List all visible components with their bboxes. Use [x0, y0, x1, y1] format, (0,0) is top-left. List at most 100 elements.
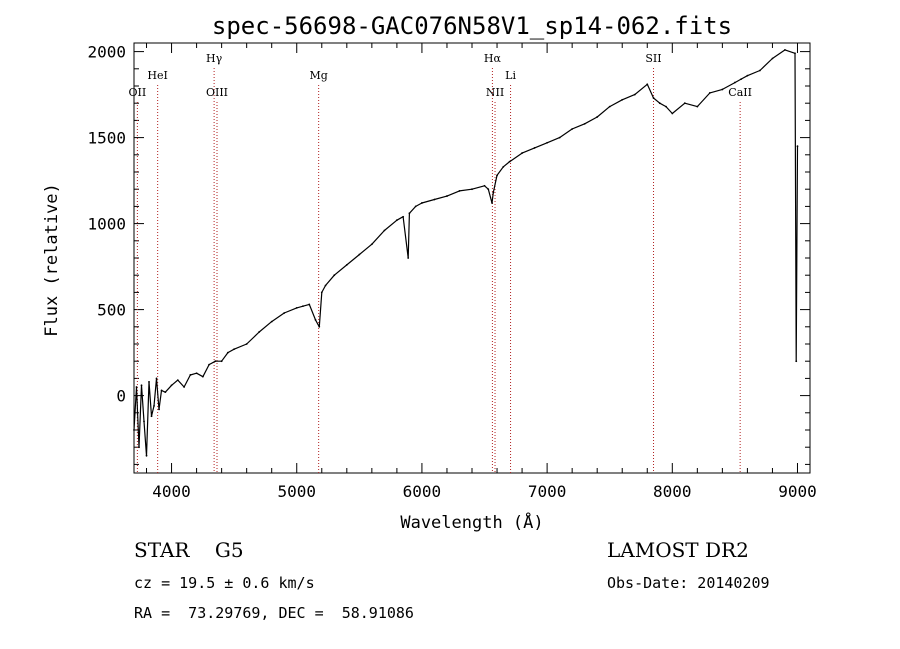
x-axis-label: Wavelength (Å) [400, 511, 543, 533]
x-tick-label: 4000 [152, 482, 191, 501]
spectrum-point [721, 88, 724, 91]
x-tick-label: 6000 [403, 482, 442, 501]
coordinates-text: RA = 73.29769, DEC = 58.91086 [134, 604, 414, 622]
spectrum-point [458, 190, 461, 192]
spectral-line-label: Hγ [206, 52, 223, 65]
spectrum-line [133, 49, 799, 457]
spectrum-point [796, 145, 799, 148]
spectrum-point [708, 91, 711, 94]
spectrum-point [233, 348, 236, 351]
spectrum-point [571, 128, 574, 130]
spectral-line-label: CaII [728, 86, 752, 99]
spectrum-point [214, 360, 217, 363]
plot-border [133, 42, 811, 474]
spectrum-point [521, 152, 523, 154]
x-axis: 4000 5000 6000 7000 8000 9000 [146, 43, 817, 501]
spectrum-point [143, 420, 145, 423]
spectrum-point [671, 112, 674, 115]
spectrum-point [487, 188, 490, 191]
chart-title: spec-56698-GAC076N58V1_sp14-062.fits [212, 12, 732, 40]
y-tick-label: 500 [97, 301, 126, 320]
spectrum-point [608, 105, 611, 108]
spectrum-point [496, 174, 498, 177]
spectral-line-label: SII [645, 52, 661, 65]
spectrum-point [471, 188, 473, 191]
spectrum-point [771, 57, 774, 60]
spectrum-point [370, 243, 373, 246]
spectral-line-label: OII [129, 86, 147, 99]
spectrum-point [150, 415, 153, 418]
spectrum-point [546, 141, 549, 144]
spectrum-point [324, 284, 327, 287]
spectrum-point [433, 198, 436, 201]
spectrum-point [408, 212, 411, 215]
y-axis: 0 500 1000 1500 2000 [87, 43, 810, 465]
spectrum-point [446, 195, 448, 197]
spectrum-point [245, 343, 248, 345]
x-tick-label: 5000 [277, 482, 316, 501]
spectrum-point [258, 331, 261, 333]
spectrum-point [596, 116, 599, 118]
spectral-line-label: NII [486, 86, 504, 99]
spectrum-point [345, 263, 348, 266]
spectrum-point [358, 253, 361, 256]
spectrum-point [140, 384, 143, 387]
spectrum-point [138, 446, 140, 449]
spectrum-point [784, 48, 786, 51]
spectrum-point [733, 81, 736, 84]
spectrum-point [320, 291, 323, 294]
spectrum-point [270, 320, 273, 323]
spectrum-point [502, 165, 505, 168]
spectrum-point [402, 215, 405, 218]
spectrum-point [740, 78, 743, 81]
y-tick-label: 2000 [87, 43, 126, 62]
y-tick-label: 1500 [87, 129, 126, 148]
x-tick-label: 8000 [653, 482, 692, 501]
spectrum-point [533, 147, 536, 149]
survey-name: LAMOST DR2 [607, 538, 749, 562]
spectrum-point [414, 205, 417, 208]
spectrum-point [308, 303, 311, 306]
spectrum-point [646, 83, 649, 86]
spectrum-point [558, 136, 561, 139]
object-class: STAR G5 [134, 538, 244, 562]
y-axis-label: Flux (relative) [42, 183, 62, 337]
redshift-text: cz = 19.5 ± 0.6 km/s [134, 574, 315, 592]
y-tick-label: 1000 [87, 215, 126, 234]
spectrum-point [201, 375, 204, 378]
spectrum-point [383, 229, 386, 232]
spectrum-point [160, 389, 163, 392]
spectrum-point [176, 379, 179, 382]
spectrum-point [658, 102, 661, 105]
spectrum-point [314, 319, 317, 321]
spectrum-point [295, 306, 298, 309]
spectrum-point [696, 105, 699, 108]
spectrum-point [164, 391, 167, 394]
spectrum-point [183, 386, 185, 388]
spectrum-point [665, 105, 667, 108]
spectrum-point [220, 360, 223, 363]
spectrum-point [135, 386, 138, 388]
spectrum-point [407, 257, 410, 259]
spectrum-point [508, 160, 511, 163]
spectrum-point [226, 351, 229, 354]
spectral-line-label: Li [505, 69, 516, 82]
spectrum-point [283, 312, 286, 314]
spectrum-point [302, 305, 304, 308]
spectrum-point [795, 360, 798, 363]
spectrum-point [155, 377, 158, 380]
spectrum-point [170, 384, 173, 387]
spectrum-point [195, 372, 198, 375]
x-tick-label: 7000 [528, 482, 567, 501]
spectrum-series [133, 48, 799, 457]
spectral-line-label: Hα [484, 52, 502, 65]
spectrum-point [333, 274, 336, 277]
spectral-line-label: Mg [309, 69, 327, 82]
spectrum-point [208, 363, 211, 366]
spectrum-point [153, 405, 155, 407]
spectrum-point [483, 184, 486, 187]
spectrum-point [683, 102, 686, 105]
x-tick-label: 9000 [778, 482, 817, 501]
